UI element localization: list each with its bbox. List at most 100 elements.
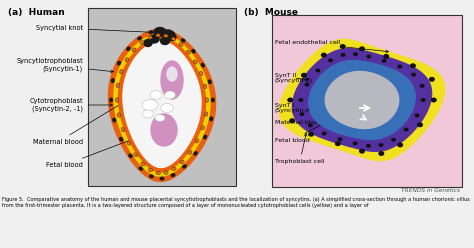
- Ellipse shape: [121, 127, 125, 132]
- Text: Maternal blood: Maternal blood: [275, 113, 325, 124]
- Text: Syncytiotrophoblast
(Syncytin-1): Syncytiotrophoblast (Syncytin-1): [16, 58, 113, 73]
- Ellipse shape: [208, 79, 212, 84]
- Ellipse shape: [382, 59, 386, 63]
- Text: Syncytial knot: Syncytial knot: [36, 25, 164, 34]
- Ellipse shape: [171, 173, 175, 177]
- Ellipse shape: [167, 67, 177, 81]
- Ellipse shape: [209, 116, 213, 121]
- Ellipse shape: [182, 164, 187, 169]
- Ellipse shape: [298, 98, 303, 102]
- Ellipse shape: [161, 37, 170, 44]
- Ellipse shape: [328, 58, 333, 62]
- Polygon shape: [123, 41, 201, 167]
- Ellipse shape: [109, 97, 113, 102]
- Ellipse shape: [119, 137, 123, 142]
- Ellipse shape: [335, 141, 341, 146]
- Ellipse shape: [391, 138, 396, 142]
- Ellipse shape: [148, 168, 153, 172]
- Ellipse shape: [128, 154, 133, 158]
- Ellipse shape: [172, 167, 176, 171]
- Polygon shape: [109, 29, 216, 181]
- Ellipse shape: [159, 177, 164, 181]
- Text: SynT I
(Syncytin-A): SynT I (Syncytin-A): [275, 103, 319, 113]
- Ellipse shape: [164, 91, 175, 99]
- Text: (a)  Human: (a) Human: [8, 8, 65, 17]
- Ellipse shape: [431, 97, 437, 102]
- Ellipse shape: [300, 112, 304, 116]
- Ellipse shape: [321, 53, 327, 58]
- Ellipse shape: [383, 54, 389, 59]
- Ellipse shape: [155, 115, 165, 122]
- Ellipse shape: [143, 110, 154, 118]
- Ellipse shape: [170, 31, 175, 35]
- Ellipse shape: [161, 103, 173, 113]
- Ellipse shape: [149, 35, 159, 43]
- Ellipse shape: [137, 36, 142, 40]
- Ellipse shape: [199, 71, 203, 76]
- Ellipse shape: [340, 44, 346, 49]
- Text: Maternal blood: Maternal blood: [33, 87, 149, 145]
- Ellipse shape: [410, 63, 416, 68]
- Ellipse shape: [116, 83, 120, 88]
- Ellipse shape: [164, 171, 168, 174]
- Ellipse shape: [353, 141, 357, 145]
- Text: Fetal endothelial cell: Fetal endothelial cell: [275, 40, 389, 53]
- Ellipse shape: [359, 149, 365, 154]
- Ellipse shape: [205, 98, 209, 102]
- Ellipse shape: [366, 55, 372, 59]
- Ellipse shape: [144, 39, 152, 47]
- Ellipse shape: [180, 160, 184, 164]
- Text: Fetal blood: Fetal blood: [275, 120, 331, 143]
- Ellipse shape: [142, 99, 158, 111]
- Ellipse shape: [353, 52, 358, 56]
- Ellipse shape: [149, 174, 154, 178]
- Ellipse shape: [171, 37, 176, 41]
- Ellipse shape: [127, 141, 131, 145]
- Text: SynT II
(Syncytin-B): SynT II (Syncytin-B): [275, 73, 313, 83]
- Polygon shape: [279, 39, 445, 160]
- Ellipse shape: [201, 126, 204, 130]
- Ellipse shape: [126, 46, 131, 51]
- Ellipse shape: [141, 162, 145, 166]
- Ellipse shape: [308, 123, 313, 127]
- Ellipse shape: [132, 48, 136, 52]
- Ellipse shape: [117, 61, 121, 65]
- Ellipse shape: [429, 77, 435, 82]
- Ellipse shape: [404, 127, 409, 131]
- Ellipse shape: [159, 29, 164, 32]
- Ellipse shape: [148, 30, 154, 34]
- Text: (b)  Mouse: (b) Mouse: [244, 8, 298, 17]
- Ellipse shape: [417, 122, 423, 127]
- Ellipse shape: [359, 46, 365, 51]
- Ellipse shape: [163, 30, 173, 38]
- Ellipse shape: [397, 64, 402, 68]
- Ellipse shape: [188, 151, 192, 155]
- Ellipse shape: [112, 118, 116, 123]
- Text: Figure 5.  Comparative anatomy of the human and mouse placental syncytiotrophobl: Figure 5. Comparative anatomy of the hum…: [2, 197, 470, 208]
- Ellipse shape: [140, 40, 144, 44]
- Ellipse shape: [193, 60, 197, 64]
- Polygon shape: [292, 49, 432, 151]
- Ellipse shape: [134, 153, 137, 157]
- Polygon shape: [118, 38, 206, 172]
- Ellipse shape: [308, 132, 314, 137]
- Text: TRENDS in Genetics: TRENDS in Genetics: [401, 188, 460, 193]
- Ellipse shape: [415, 113, 419, 117]
- Ellipse shape: [151, 114, 177, 146]
- Ellipse shape: [138, 166, 143, 171]
- Ellipse shape: [117, 113, 121, 117]
- Ellipse shape: [203, 84, 207, 89]
- Ellipse shape: [203, 135, 207, 139]
- Text: Fetal blood: Fetal blood: [46, 131, 154, 168]
- Polygon shape: [114, 34, 210, 176]
- Ellipse shape: [115, 98, 119, 102]
- Ellipse shape: [195, 139, 199, 143]
- Ellipse shape: [315, 68, 320, 72]
- Ellipse shape: [168, 33, 176, 40]
- Polygon shape: [309, 61, 415, 139]
- Bar: [88, 8, 236, 186]
- Ellipse shape: [119, 70, 123, 74]
- Ellipse shape: [191, 49, 196, 54]
- Ellipse shape: [204, 112, 208, 116]
- Ellipse shape: [289, 118, 295, 123]
